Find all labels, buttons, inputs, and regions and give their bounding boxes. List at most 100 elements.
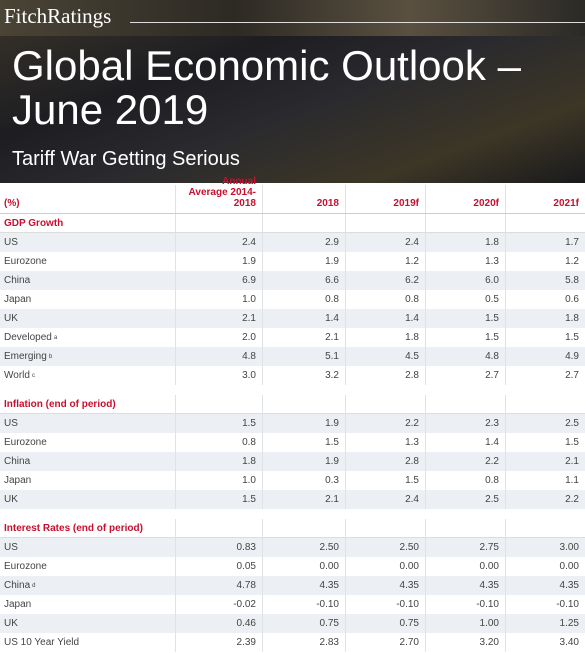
row-label-cell: Japan [0, 290, 175, 309]
value: 1.1 [505, 471, 585, 490]
cell [262, 214, 345, 232]
value: 0.75 [345, 614, 425, 633]
column-header: 2020f [425, 185, 505, 213]
section-row: Interest Rates (end of period) [0, 519, 585, 538]
row-label: Eurozone [4, 256, 47, 267]
row-label: China [4, 456, 31, 467]
value: 4.8 [175, 347, 262, 366]
value: 2.1 [262, 328, 345, 347]
value: 1.5 [175, 414, 262, 433]
value: 2.75 [425, 538, 505, 557]
value: 0.8 [262, 290, 345, 309]
data-row: UK 2.1 1.4 1.4 1.5 1.8 [0, 309, 585, 328]
data-row: US 1.5 1.9 2.2 2.3 2.5 [0, 414, 585, 433]
row-label: China [4, 580, 31, 591]
value: -0.10 [262, 595, 345, 614]
row-label-cell: Eurozone [0, 433, 175, 452]
value: 1.5 [345, 471, 425, 490]
value: 2.1 [505, 452, 585, 471]
value: 4.78 [175, 576, 262, 595]
value: 1.3 [345, 433, 425, 452]
row-label: Japan [4, 599, 32, 610]
value: 2.8 [345, 452, 425, 471]
value: 0.6 [505, 290, 585, 309]
value: 3.20 [425, 633, 505, 652]
value: 0.8 [345, 290, 425, 309]
value: 2.39 [175, 633, 262, 652]
value: 1.5 [505, 433, 585, 452]
data-row: Emerging b 4.8 5.1 4.5 4.8 4.9 [0, 347, 585, 366]
data-row: Japan -0.02 -0.10 -0.10 -0.10 -0.10 [0, 595, 585, 614]
value: 1.8 [345, 328, 425, 347]
value: -0.10 [345, 595, 425, 614]
cell [175, 214, 262, 232]
section-title: Interest Rates (end of period) [4, 522, 143, 534]
row-label: US [4, 237, 18, 248]
value: 2.0 [175, 328, 262, 347]
value: 1.4 [345, 309, 425, 328]
cell [262, 519, 345, 537]
value: 4.35 [262, 576, 345, 595]
cell [175, 395, 262, 413]
title: Global Economic Outlook – June 2019 [12, 44, 521, 132]
brand: FitchRatings [4, 4, 112, 28]
data-row: Developed a 2.0 2.1 1.8 1.5 1.5 [0, 328, 585, 347]
value: 5.1 [262, 347, 345, 366]
row-label-cell: US [0, 538, 175, 557]
data-row: China 1.8 1.9 2.8 2.2 2.1 [0, 452, 585, 471]
row-label-cell: UK [0, 309, 175, 328]
value: 1.5 [425, 328, 505, 347]
row-label-cell: Emerging b [0, 347, 175, 366]
row-label: UK [4, 494, 18, 505]
value: 0.05 [175, 557, 262, 576]
value: 2.2 [345, 414, 425, 433]
row-label-cell: Japan [0, 595, 175, 614]
row-label-cell: Eurozone [0, 557, 175, 576]
value: 2.4 [345, 490, 425, 509]
value: -0.02 [175, 595, 262, 614]
cell [262, 395, 345, 413]
value: 0.8 [175, 433, 262, 452]
row-label-cell: UK [0, 490, 175, 509]
value: 1.2 [505, 252, 585, 271]
value: 2.5 [425, 490, 505, 509]
value: 1.2 [345, 252, 425, 271]
value: 2.1 [175, 309, 262, 328]
cell [175, 519, 262, 537]
value: 1.4 [262, 309, 345, 328]
value: 0.5 [425, 290, 505, 309]
row-label-cell: China [0, 271, 175, 290]
value: 0.00 [345, 557, 425, 576]
cell [505, 519, 585, 537]
value: 4.35 [425, 576, 505, 595]
spacer [0, 509, 585, 519]
row-label: China [4, 275, 31, 286]
value: 3.0 [175, 366, 262, 385]
section-title: Inflation (end of period) [4, 398, 116, 410]
data-row: China d 4.78 4.35 4.35 4.35 4.35 [0, 576, 585, 595]
value: 2.2 [505, 490, 585, 509]
value: 1.8 [175, 452, 262, 471]
value: 1.8 [505, 309, 585, 328]
row-label: US [4, 542, 18, 553]
cell [425, 214, 505, 232]
value: 3.2 [262, 366, 345, 385]
value: 0.75 [262, 614, 345, 633]
value: 1.9 [175, 252, 262, 271]
column-header: 2018 [262, 185, 345, 213]
value: 0.46 [175, 614, 262, 633]
value: 1.3 [425, 252, 505, 271]
value: 2.4 [175, 233, 262, 252]
value: 0.3 [262, 471, 345, 490]
row-label-cell: UK [0, 614, 175, 633]
data-row: World c 3.0 3.2 2.8 2.7 2.7 [0, 366, 585, 385]
value: 2.3 [425, 414, 505, 433]
value: 3.40 [505, 633, 585, 652]
cell [505, 395, 585, 413]
table: (%) Annual Average 2014-201820182019f2020… [0, 176, 585, 652]
title-line: June 2019 [12, 86, 209, 133]
column-header: 2019f [345, 185, 425, 213]
data-row: US 2.4 2.9 2.4 1.8 1.7 [0, 233, 585, 252]
data-row: Japan 1.0 0.3 1.5 0.8 1.1 [0, 471, 585, 490]
data-row: UK 0.46 0.75 0.75 1.00 1.25 [0, 614, 585, 633]
